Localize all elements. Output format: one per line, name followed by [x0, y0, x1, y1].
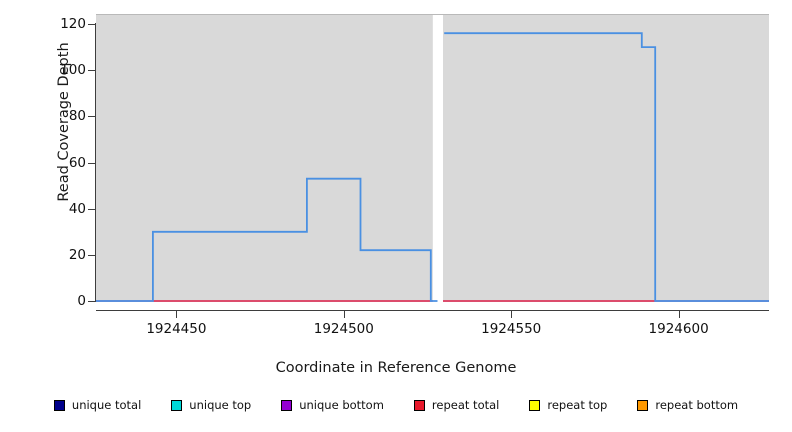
legend-label: repeat total [431, 398, 500, 412]
y-tick-mark [88, 162, 95, 164]
x-tick-label: 1924600 [648, 321, 709, 337]
x-axis-line [96, 310, 769, 311]
x-tick-mark [343, 311, 345, 318]
y-tick-mark [88, 116, 95, 118]
y-tick-label: 0 [77, 293, 86, 309]
y-tick-label: 20 [68, 246, 86, 263]
y-tick-mark [88, 208, 95, 210]
legend-item[interactable]: repeat total [413, 398, 500, 412]
legend-swatch-icon [637, 399, 649, 411]
chart-legend: unique total unique top unique bottom repea… [0, 398, 792, 412]
y-tick-label: 60 [68, 154, 86, 171]
legend-label: unique bottom [299, 398, 384, 412]
y-tick-mark [88, 70, 95, 72]
legend-item[interactable]: unique top [171, 398, 251, 412]
legend-item[interactable]: repeat bottom [637, 398, 738, 412]
x-tick-mark [511, 311, 513, 318]
legend-item[interactable]: unique bottom [281, 398, 384, 412]
y-tick-label: 80 [68, 108, 86, 125]
x-tick-label: 1924550 [481, 321, 542, 337]
y-tick-label: 120 [60, 16, 86, 32]
y-tick-mark [88, 254, 95, 256]
legend-label: unique top [189, 398, 252, 412]
panel-top-border [96, 14, 769, 15]
y-axis-title: Read Coverage Depth [56, 42, 72, 202]
legend-swatch-icon [281, 399, 293, 411]
legend-swatch-icon [171, 399, 183, 411]
legend-item[interactable]: unique total [53, 398, 142, 412]
legend-label: repeat top [547, 398, 608, 412]
series-line-unique-total [96, 32, 769, 302]
y-axis-line [95, 23, 96, 302]
legend-swatch-icon [413, 399, 425, 411]
x-tick-label: 1924450 [146, 321, 207, 337]
legend-label: unique total [71, 398, 142, 412]
y-tick-mark [88, 24, 95, 25]
y-tick-label: 40 [68, 200, 86, 217]
legend-item[interactable]: repeat top [529, 398, 607, 412]
x-axis-title: Coordinate in Reference Genome [275, 360, 517, 376]
series-layer [96, 15, 769, 302]
legend-swatch-icon [53, 399, 65, 411]
legend-label: repeat bottom [655, 398, 739, 412]
plot-panel [96, 15, 769, 302]
no-data-gap-band [432, 15, 443, 302]
y-tick-label: 100 [60, 62, 86, 79]
legend-swatch-icon [529, 399, 541, 411]
x-tick-label: 1924500 [313, 321, 374, 337]
y-tick-mark [88, 301, 95, 302]
x-tick-mark [678, 311, 680, 318]
x-tick-mark [176, 311, 178, 318]
